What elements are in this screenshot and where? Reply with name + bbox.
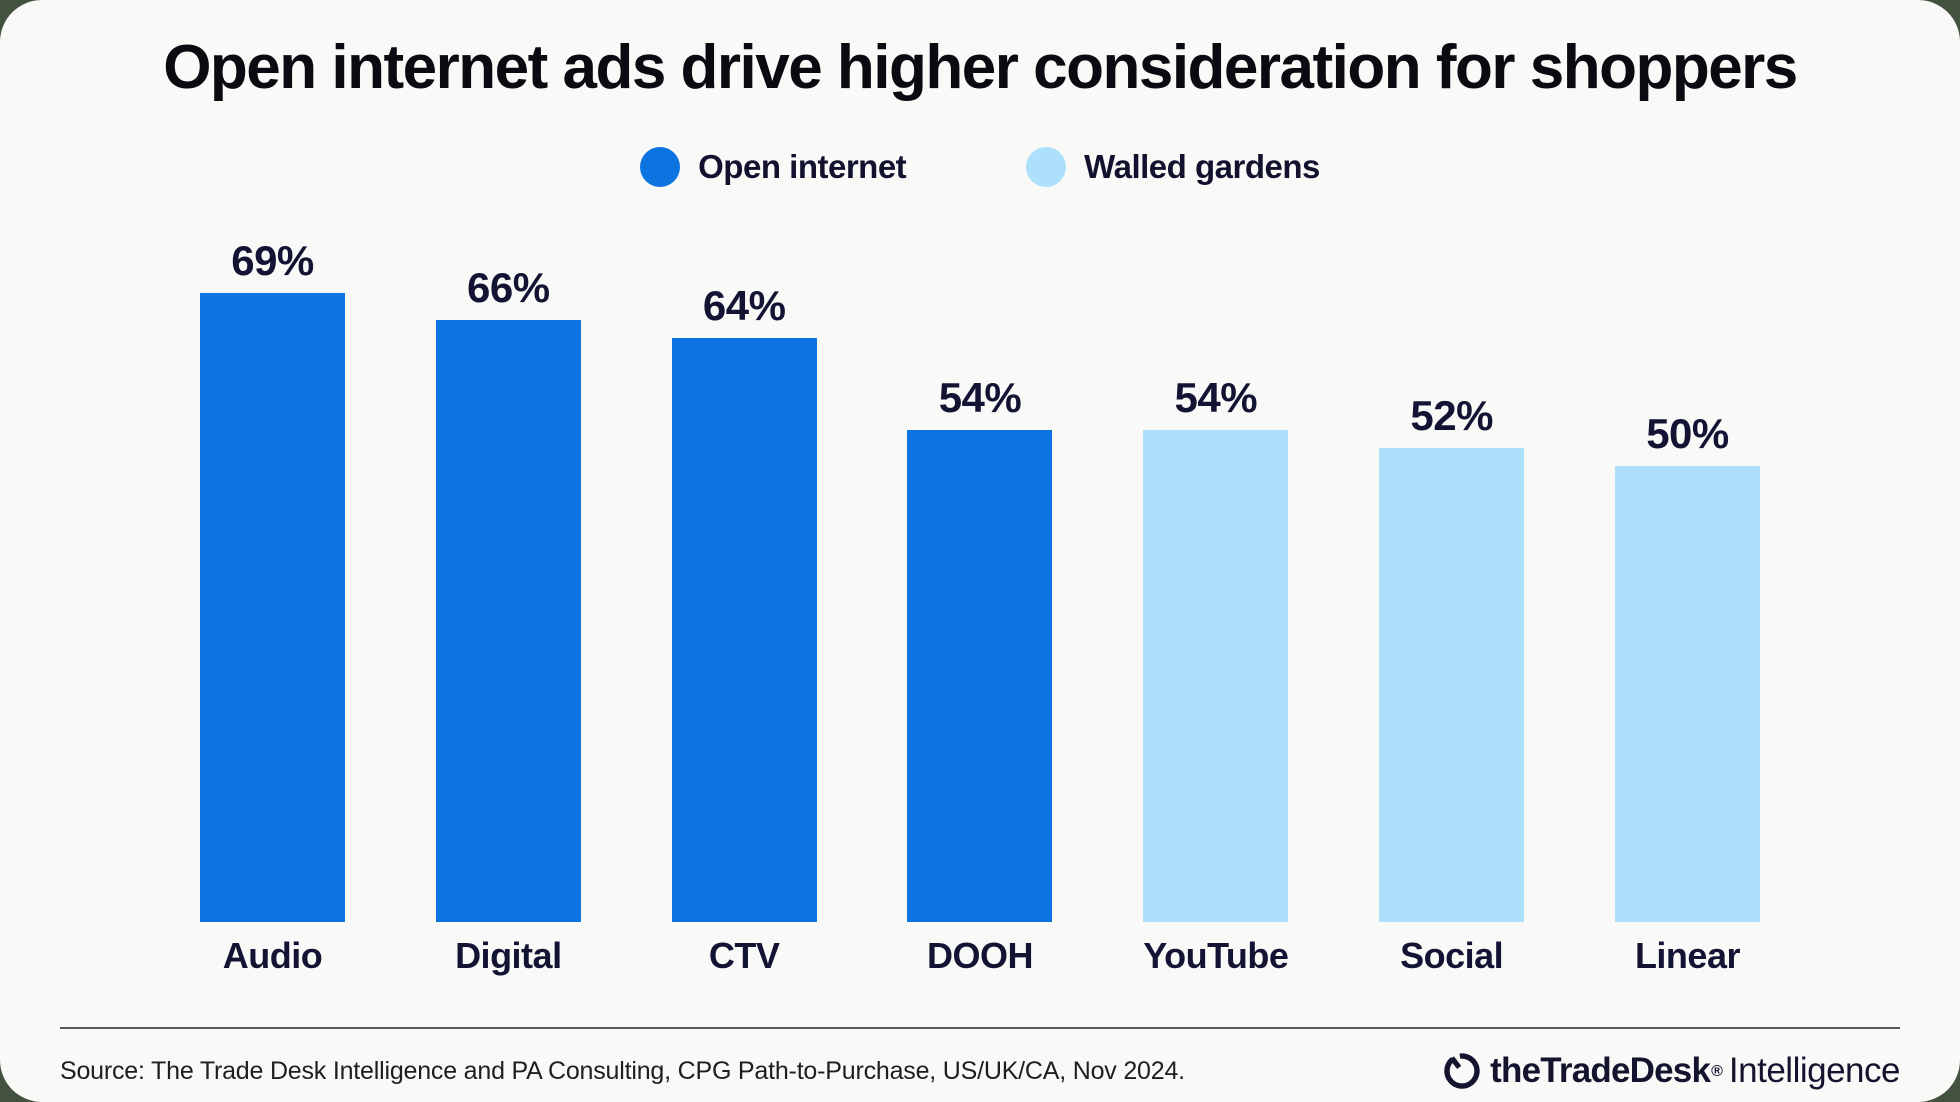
bar-value-label: 50%	[1646, 410, 1729, 457]
bar-value-label: 54%	[938, 374, 1022, 421]
bar-category-label: DOOH	[926, 935, 1034, 976]
bar	[1379, 448, 1525, 922]
bar-value-label: 69%	[231, 237, 314, 284]
brand-name: theTradeDesk® Intelligence	[1490, 1051, 1900, 1091]
bar-column: 69% Audio	[200, 189, 345, 977]
walled-gardens-dot-icon	[1026, 147, 1067, 187]
bar-value-label: 52%	[1410, 392, 1493, 439]
open-internet-dot-icon	[640, 147, 681, 187]
bar-column: 64% CTV	[671, 189, 817, 977]
bar	[1614, 466, 1760, 922]
brand-lockup: theTradeDesk® Intelligence	[1444, 1051, 1901, 1091]
brand-name-bold: theTradeDesk	[1490, 1051, 1711, 1090]
bar-column: 50% Linear	[1614, 189, 1760, 977]
registered-mark: ®	[1711, 1062, 1723, 1080]
legend: Open internet Walled gardens	[0, 145, 1960, 189]
source-note: Source: The Trade Desk Intelligence and …	[60, 1056, 1185, 1085]
bar	[1143, 430, 1289, 922]
legend-item-open-internet: Open internet	[640, 147, 907, 187]
bar	[435, 320, 581, 922]
bar-value-label: 66%	[467, 264, 550, 311]
bar-column: 66% Digital	[435, 189, 581, 977]
bar-category-label: Social	[1400, 935, 1504, 976]
legend-label: Open internet	[698, 148, 907, 185]
bar-value-label: 64%	[702, 282, 786, 329]
bar-category-label: CTV	[708, 935, 780, 976]
bar-column: 52% Social	[1379, 189, 1525, 977]
brand-name-suffix: Intelligence	[1728, 1051, 1901, 1090]
bar-category-label: Digital	[455, 935, 562, 976]
legend-label: Walled gardens	[1084, 148, 1320, 185]
bar-column: 54% YouTube	[1143, 189, 1289, 977]
bar-category-label: Linear	[1634, 935, 1741, 976]
bar-chart: 69% Audio 66% Digital 64% CTV 54% DOOH 54% YouTub…	[200, 189, 1760, 977]
chart-title: Open internet ads drive higher considera…	[163, 33, 1798, 102]
tradedesk-logo-icon	[1444, 1053, 1480, 1089]
bar-column: 54% DOOH	[907, 189, 1053, 977]
bar	[200, 293, 345, 922]
footer: Source: The Trade Desk Intelligence and …	[60, 1051, 1901, 1091]
bar-category-label: YouTube	[1143, 935, 1289, 976]
bar-value-label: 54%	[1174, 374, 1258, 421]
footer-divider	[60, 1027, 1900, 1029]
bar-category-label: Audio	[222, 935, 323, 976]
bar	[671, 338, 817, 922]
legend-item-walled-gardens: Walled gardens	[1026, 147, 1320, 187]
bar	[907, 430, 1053, 922]
